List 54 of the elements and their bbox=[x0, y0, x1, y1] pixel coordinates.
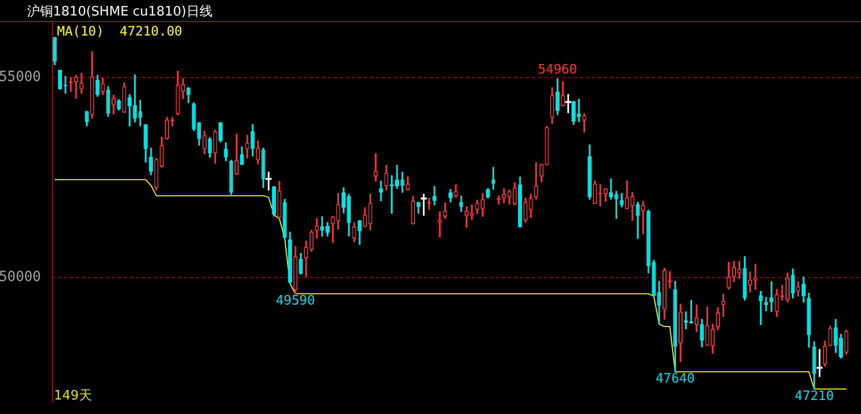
candlestick bbox=[122, 82, 126, 113]
candlestick bbox=[138, 100, 142, 126]
annotation: 47640 bbox=[656, 372, 695, 387]
candlestick bbox=[512, 182, 517, 206]
candlestick bbox=[742, 256, 747, 300]
y-tick-label: 50000 bbox=[0, 268, 41, 285]
candlestick bbox=[245, 134, 250, 158]
candlestick bbox=[774, 289, 779, 317]
candlestick bbox=[828, 326, 832, 346]
text: MA(10) 47210.00 bbox=[57, 24, 182, 40]
candlestick bbox=[705, 306, 710, 346]
candlestick bbox=[491, 166, 496, 190]
candlestick bbox=[475, 200, 480, 214]
candlestick bbox=[641, 200, 646, 234]
y-tick-label: 55000 bbox=[0, 68, 41, 85]
candlestick bbox=[769, 281, 774, 312]
candlestick bbox=[384, 164, 388, 190]
candlestick bbox=[732, 260, 736, 282]
candlestick bbox=[721, 294, 726, 317]
candlestick bbox=[176, 70, 180, 116]
annotation: 47210 bbox=[794, 388, 834, 404]
candlestick bbox=[84, 110, 89, 126]
candlestick bbox=[812, 341, 816, 390]
candlestick bbox=[528, 194, 533, 218]
candlestick bbox=[608, 178, 613, 200]
candlestick bbox=[678, 304, 683, 362]
candlestick bbox=[378, 180, 383, 202]
chart-title: 沪铜1810(SHME cu1810)日线 bbox=[27, 3, 212, 20]
candlestick bbox=[229, 160, 234, 195]
candlestick bbox=[218, 122, 222, 142]
candlestick bbox=[758, 291, 763, 325]
candlestick bbox=[261, 148, 266, 188]
candlestick bbox=[208, 137, 212, 158]
candlestick bbox=[100, 78, 105, 96]
candlestick bbox=[368, 194, 372, 230]
candlestick bbox=[192, 102, 196, 131]
candlestick bbox=[74, 74, 78, 99]
candlestick bbox=[154, 158, 158, 190]
candlestick bbox=[582, 113, 586, 132]
candlestick bbox=[298, 252, 303, 274]
candlestick bbox=[796, 281, 800, 296]
candlestick bbox=[314, 218, 319, 238]
candlestick bbox=[636, 202, 640, 239]
candlestick bbox=[352, 222, 356, 242]
candlestick bbox=[459, 196, 464, 212]
candlestick bbox=[544, 126, 549, 166]
candlestick bbox=[406, 176, 410, 190]
annotation: 49590 bbox=[276, 294, 315, 309]
candlestick bbox=[652, 260, 656, 296]
candlestick bbox=[448, 188, 452, 202]
candlestick bbox=[438, 211, 442, 238]
annotation: 149天 bbox=[54, 388, 92, 404]
annotation: 54960 bbox=[538, 62, 578, 78]
candlestick bbox=[502, 188, 506, 204]
